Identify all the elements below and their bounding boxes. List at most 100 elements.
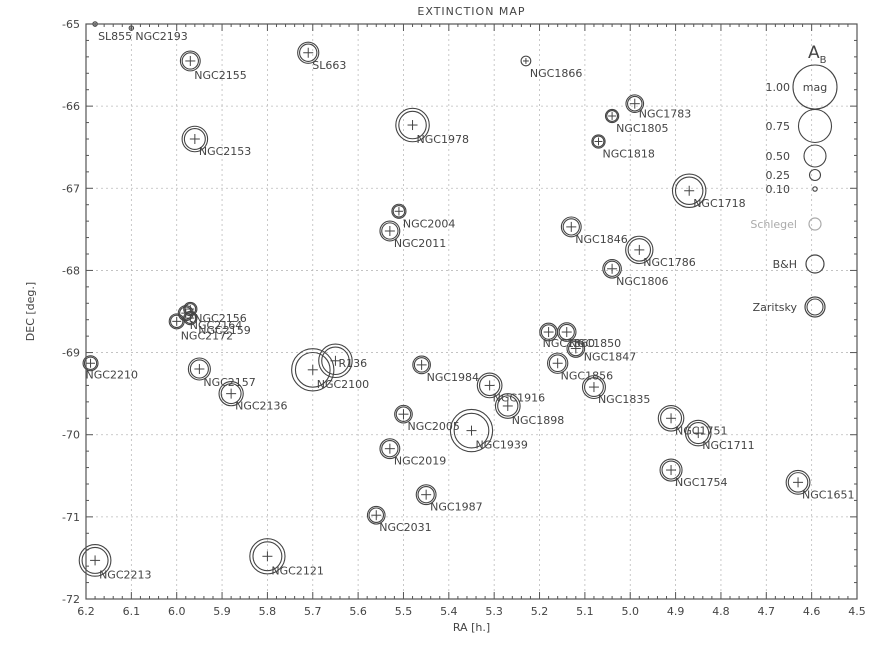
cluster-point: NGC2210 [82, 355, 138, 381]
y-tick-label: -68 [62, 264, 80, 277]
extinction-circle-outer [625, 235, 654, 265]
cluster-point: NGC2019 [379, 438, 446, 468]
cluster-label: NGC1805 [616, 122, 668, 135]
x-tick-label: 4.7 [758, 605, 776, 618]
extinction-circle-inner [368, 507, 385, 523]
extinction-circle-outer [591, 134, 606, 149]
cluster-label: NGC1866 [530, 67, 582, 80]
extinction-circle-outer [785, 469, 811, 495]
y-tick-label: -70 [62, 429, 80, 442]
cluster-point: NGC1850 [556, 322, 621, 350]
x-tick-label: 5.7 [304, 605, 322, 618]
cluster-point: NGC2031 [366, 505, 432, 534]
legend-method-label: Zaritsky [753, 301, 798, 314]
cluster-point: NGC1978 [395, 107, 469, 146]
legend-size-label: 0.50 [766, 150, 791, 163]
cluster-label: NGC1987 [430, 501, 482, 514]
cluster-label: NGC2172 [181, 329, 233, 342]
extinction-circle-outer [366, 505, 386, 525]
extinction-circle-inner [189, 359, 209, 379]
cluster-label: NGC1718 [693, 197, 745, 210]
y-tick-label: -65 [62, 18, 80, 31]
y-tick-label: -69 [62, 347, 80, 360]
cluster-point: NGC1856 [547, 352, 613, 382]
cluster-point: NGC1818 [591, 134, 655, 160]
x-tick-label: 5.4 [440, 605, 458, 618]
extinction-circle-outer [625, 94, 645, 114]
x-tick-label: 5.5 [395, 605, 413, 618]
cluster-label: NGC1939 [476, 439, 528, 452]
legend: AB 1.00 mag 0.75 0.50 0.250.10 Schlegel B&H Zar… [750, 43, 838, 318]
extinction-circle-inner [398, 110, 427, 140]
extinction-circle-outer [476, 372, 503, 399]
cluster-point: NGC1711 [684, 419, 755, 452]
cluster-point: NGC1783 [625, 94, 691, 121]
cluster-label: NGC1916 [493, 391, 545, 404]
cluster-point: NGC2005 [394, 404, 460, 433]
cluster-label: NGC2019 [394, 455, 446, 468]
extinction-circle-inner [562, 218, 580, 236]
cluster-label: NGC1711 [702, 439, 754, 452]
cluster-point: NGC2153 [181, 125, 251, 158]
extinction-circle-inner [660, 407, 683, 430]
legend-size-circle [803, 144, 827, 168]
extinction-circle-inner [592, 135, 605, 148]
y-tick-label: -71 [62, 511, 80, 524]
cluster-label: NGC1806 [616, 275, 668, 288]
extinction-circle-outer [318, 343, 353, 379]
extinction-circle-inner [299, 43, 318, 62]
extinction-circle-outer [657, 404, 685, 432]
cluster-point: NGC1939 [449, 408, 528, 453]
cluster-point: NGC1987 [415, 484, 483, 514]
legend-title: AB [808, 43, 827, 66]
legend-size-circle [797, 108, 833, 144]
extinction-circle-inner [395, 406, 412, 422]
cluster-point: NGC2004 [391, 203, 455, 230]
cluster-label: NGC1818 [602, 147, 654, 160]
cluster-label: NGC2157 [203, 376, 255, 389]
cluster-point: NGC1916 [476, 372, 545, 404]
cluster-label: NGC2005 [407, 420, 459, 433]
extinction-circle-outer [391, 203, 407, 219]
extinction-circle-outer [412, 355, 431, 375]
cluster-label: NGC2011 [394, 237, 446, 250]
legend-size-label: 0.10 [766, 183, 791, 196]
extinction-circle-outer [291, 348, 335, 392]
extinction-circle-outer [183, 310, 198, 326]
cluster-label: NGC1751 [675, 424, 727, 437]
legend-method-label: Schlegel [750, 218, 797, 231]
x-tick-label: 4.6 [803, 605, 821, 618]
cluster-point: NGC1835 [581, 375, 650, 406]
extinction-circle-outer [297, 41, 320, 64]
cluster-point: NGC2100 [291, 348, 369, 392]
legend-size-label: 0.75 [766, 120, 791, 133]
cluster-point: NGC1866 [520, 55, 582, 80]
extinction-circle-inner [220, 383, 242, 405]
legend-size-circle [808, 168, 822, 182]
x-tick-label: 5.0 [621, 605, 639, 618]
cluster-point: NGC1805 [604, 108, 669, 135]
legend-size-label: 0.25 [766, 169, 791, 182]
cluster-point: NGC1754 [659, 458, 727, 489]
cluster-point: SL663 [297, 41, 346, 72]
extinction-circle-outer [560, 216, 582, 238]
extinction-circle-inner [413, 357, 430, 373]
legend-method-label: B&H [773, 258, 797, 271]
x-tick-label: 6.1 [123, 605, 141, 618]
cluster-point: NGC2011 [379, 220, 446, 250]
extinction-circle-outer [249, 538, 286, 575]
extinction-circle-inner [687, 422, 710, 445]
cluster-label: NGC1835 [598, 393, 650, 406]
x-tick-label: 4.9 [667, 605, 685, 618]
cluster-point: NGC1718 [671, 173, 746, 210]
cluster-label: NGC2210 [86, 368, 138, 381]
cluster-label: NGC2213 [99, 568, 151, 581]
cluster-label: NGC1847 [584, 350, 636, 363]
extinction-circle-outer [379, 220, 401, 242]
cluster-label: NGC1786 [643, 256, 695, 269]
legend-method-circle [804, 296, 826, 318]
x-tick-label: 6.0 [168, 605, 186, 618]
cluster-point: NGC2136 [218, 380, 288, 413]
cluster-label: NGC2159 [198, 324, 250, 337]
cluster-label: NGC1850 [569, 337, 621, 350]
